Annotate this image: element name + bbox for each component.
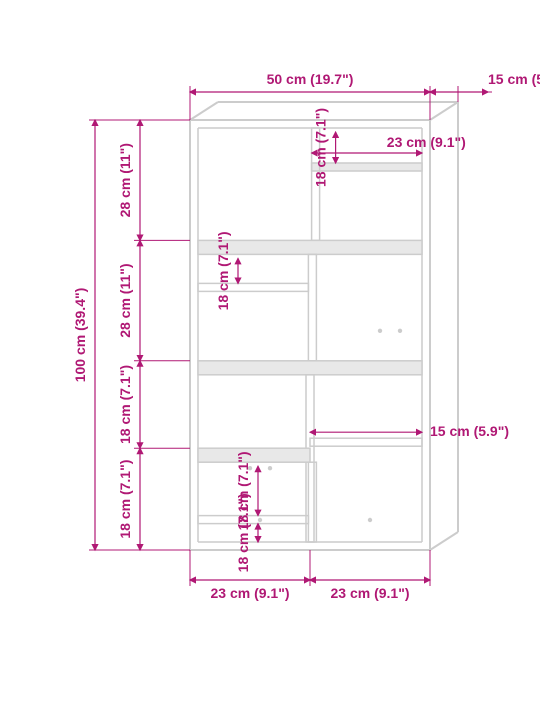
- svg-text:23 cm (9.1"): 23 cm (9.1"): [387, 134, 466, 150]
- svg-text:100 cm (39.4"): 100 cm (39.4"): [72, 288, 88, 383]
- svg-text:18 cm (7.1"): 18 cm (7.1"): [117, 460, 133, 539]
- svg-text:18 cm (7.1"): 18 cm (7.1"): [235, 493, 251, 572]
- svg-text:23 cm (9.1"): 23 cm (9.1"): [210, 585, 289, 601]
- svg-text:18 cm (7.1"): 18 cm (7.1"): [313, 108, 329, 187]
- svg-text:18 cm (7.1"): 18 cm (7.1"): [117, 365, 133, 444]
- svg-text:50 cm (19.7"): 50 cm (19.7"): [267, 71, 354, 87]
- svg-text:15 cm (5.9"): 15 cm (5.9"): [488, 71, 540, 87]
- svg-text:28 cm (11"): 28 cm (11"): [117, 143, 133, 217]
- svg-text:28 cm (11"): 28 cm (11"): [117, 263, 133, 337]
- svg-text:23 cm (9.1"): 23 cm (9.1"): [330, 585, 409, 601]
- svg-text:15 cm (5.9"): 15 cm (5.9"): [430, 423, 509, 439]
- shelf-outline: [190, 120, 430, 550]
- svg-text:18 cm (7.1"): 18 cm (7.1"): [215, 231, 231, 310]
